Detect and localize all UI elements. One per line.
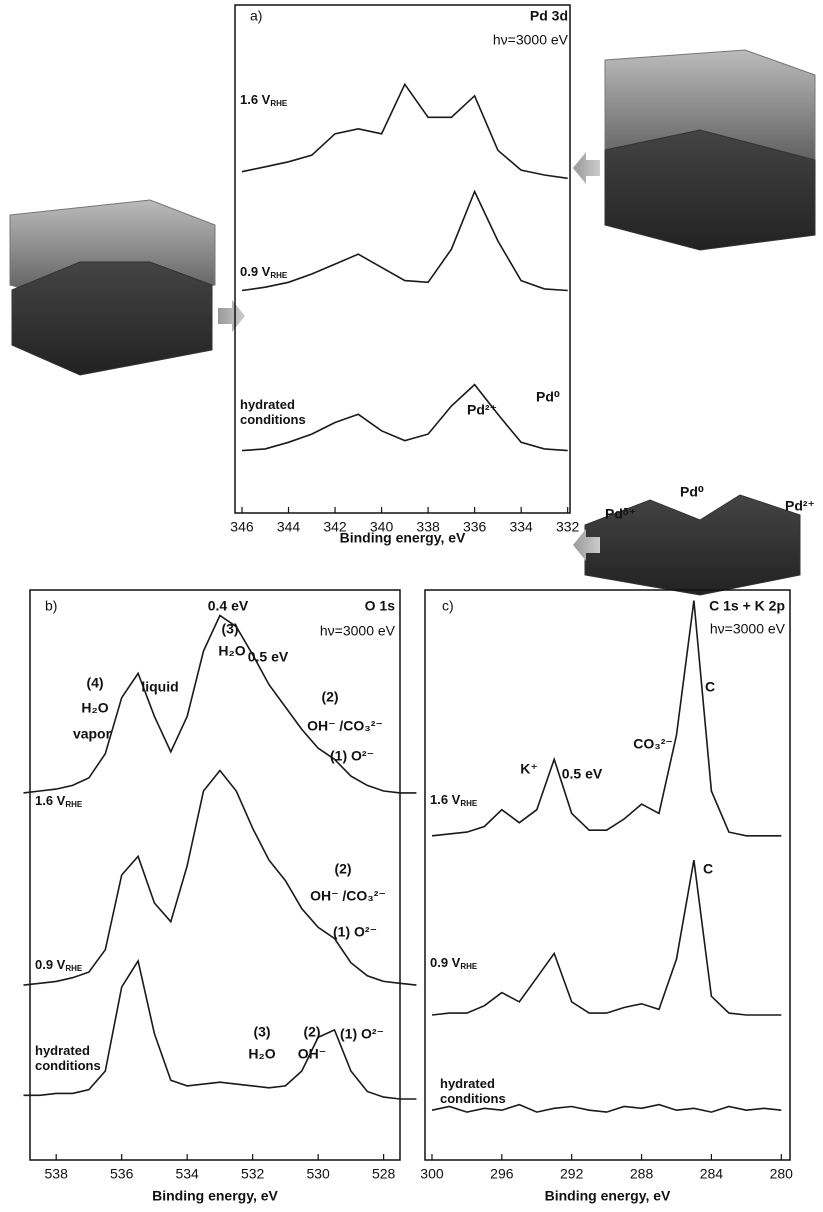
series-label: 1.6 VRHE bbox=[430, 792, 520, 811]
x-tick-label: 346 bbox=[230, 519, 254, 535]
annotation: (2) bbox=[303, 1024, 320, 1040]
plot-frame bbox=[235, 5, 570, 513]
x-tick-label: 332 bbox=[556, 519, 580, 535]
plot-frame bbox=[425, 590, 790, 1160]
series-name: hydrated conditions bbox=[35, 1043, 101, 1073]
x-tick-label: 538 bbox=[45, 1166, 69, 1182]
annotation: (2) bbox=[321, 689, 338, 705]
panel-subtitle: hν=3000 eV bbox=[493, 32, 569, 48]
series-subscript: RHE bbox=[460, 962, 477, 971]
series-label: hydrated conditions bbox=[240, 397, 330, 427]
series-subscript: RHE bbox=[270, 99, 287, 108]
annotation: (3) bbox=[253, 1024, 270, 1040]
illustration-left bbox=[10, 200, 215, 375]
x-tick-label: 528 bbox=[372, 1166, 396, 1182]
annotation: (4) bbox=[86, 675, 103, 691]
annotation: vapor bbox=[73, 726, 112, 742]
series-label: 1.6 VRHE bbox=[35, 793, 125, 812]
series-name: 1.6 V bbox=[240, 92, 270, 107]
annotation: H₂O bbox=[218, 643, 245, 659]
annotation: H₂O bbox=[81, 700, 108, 716]
x-tick-label: 536 bbox=[110, 1166, 134, 1182]
x-axis-label: Binding energy, eV bbox=[340, 530, 466, 546]
x-tick-label: 532 bbox=[241, 1166, 265, 1182]
panel-subtitle: hν=3000 eV bbox=[320, 623, 396, 639]
arrow bbox=[573, 152, 600, 184]
panel-subtitle: hν=3000 eV bbox=[710, 621, 786, 637]
series-subscript: RHE bbox=[460, 799, 477, 808]
annotation: Pd⁰ bbox=[536, 389, 560, 405]
series-name: 0.9 V bbox=[35, 957, 65, 972]
x-tick-label: 344 bbox=[277, 519, 301, 535]
annotation: 0.5 eV bbox=[248, 649, 289, 665]
chart: Pdᵟ⁺ Pd⁰ Pd²⁺ 346344342340338336334332Bi… bbox=[0, 0, 823, 1212]
panel-title: Pd 3d bbox=[530, 8, 568, 24]
series-label: 0.9 VRHE bbox=[430, 955, 520, 974]
annotation: (1) O²⁻ bbox=[330, 748, 374, 764]
annotation: K⁺ bbox=[520, 761, 538, 777]
series-label: hydrated conditions bbox=[440, 1076, 530, 1106]
annotation: C bbox=[705, 679, 715, 695]
x-tick-label: 284 bbox=[700, 1166, 724, 1182]
series-label: 1.6 VRHE bbox=[240, 92, 330, 111]
annotation: liquid bbox=[141, 679, 178, 695]
illustration-label: Pdᵟ⁺ bbox=[605, 506, 636, 522]
annotation: C bbox=[703, 861, 713, 877]
series-label: 0.9 VRHE bbox=[240, 264, 330, 283]
series-label: 0.9 VRHE bbox=[35, 957, 125, 976]
annotation: OH⁻ bbox=[298, 1046, 326, 1062]
illustration-label: Pd⁰ bbox=[680, 484, 704, 500]
series-subscript: RHE bbox=[270, 271, 287, 280]
panel-title: C 1s + K 2p bbox=[709, 598, 785, 614]
x-tick-label: 530 bbox=[306, 1166, 330, 1182]
annotation: (2) bbox=[334, 861, 351, 877]
x-tick-label: 300 bbox=[420, 1166, 444, 1182]
annotation: (1) O²⁻ bbox=[333, 924, 377, 940]
x-axis-label: Binding energy, eV bbox=[545, 1188, 671, 1204]
x-tick-label: 292 bbox=[560, 1166, 584, 1182]
series-subscript: RHE bbox=[65, 964, 82, 973]
panel-label: a) bbox=[250, 8, 262, 24]
annotation: Pd²⁺ bbox=[467, 402, 497, 418]
x-tick-label: 334 bbox=[509, 519, 533, 535]
series-label: hydrated conditions bbox=[35, 1043, 125, 1073]
annotation: 0.5 eV bbox=[562, 766, 603, 782]
spectrum bbox=[432, 860, 781, 1015]
annotation: CO₃²⁻ bbox=[633, 736, 673, 752]
figure: Pdᵟ⁺ Pd⁰ Pd²⁺ 346344342340338336334332Bi… bbox=[0, 0, 823, 1212]
series-name: 0.9 V bbox=[430, 955, 460, 970]
panel-label: c) bbox=[442, 598, 454, 614]
series-subscript: RHE bbox=[65, 800, 82, 809]
arrow bbox=[218, 300, 245, 332]
series-name: hydrated conditions bbox=[240, 397, 306, 427]
x-axis-label: Binding energy, eV bbox=[152, 1188, 278, 1204]
series-name: 0.9 V bbox=[240, 264, 270, 279]
annotation: 0.4 eV bbox=[208, 598, 249, 614]
annotation: (3) bbox=[221, 621, 238, 637]
x-tick-label: 336 bbox=[463, 519, 487, 535]
x-tick-label: 280 bbox=[770, 1166, 794, 1182]
series-name: 1.6 V bbox=[430, 792, 460, 807]
panel-label: b) bbox=[45, 598, 57, 614]
annotation: H₂O bbox=[248, 1046, 275, 1062]
annotation: OH⁻ /CO₃²⁻ bbox=[310, 888, 386, 904]
x-tick-label: 296 bbox=[490, 1166, 514, 1182]
annotation: (1) O²⁻ bbox=[340, 1026, 384, 1042]
panel-title: O 1s bbox=[365, 598, 396, 614]
illustration-label: Pd²⁺ bbox=[785, 498, 815, 514]
illustration-right-top bbox=[605, 50, 815, 250]
series-name: 1.6 V bbox=[35, 793, 65, 808]
x-tick-label: 288 bbox=[630, 1166, 654, 1182]
x-tick-label: 534 bbox=[175, 1166, 199, 1182]
annotation: OH⁻ /CO₃²⁻ bbox=[307, 718, 383, 734]
series-name: hydrated conditions bbox=[440, 1076, 506, 1106]
